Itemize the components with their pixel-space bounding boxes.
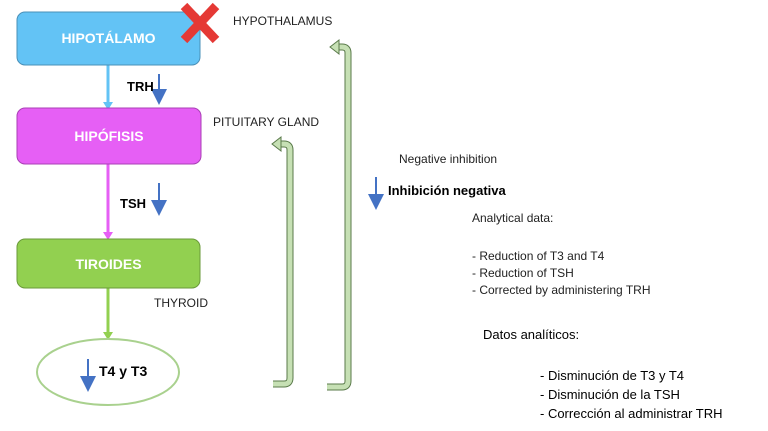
thyroid-label: TIROIDES bbox=[75, 256, 142, 272]
pituitary-box bbox=[16, 107, 202, 165]
pituitary-english: PITUITARY GLAND bbox=[213, 115, 320, 129]
list-item: - Reduction of TSH bbox=[472, 266, 574, 280]
hypothalamus-english: HYPOTHALAMUS bbox=[233, 14, 333, 28]
list-item: - Disminución de T3 y T4 bbox=[540, 368, 685, 383]
hormones-ellipse bbox=[36, 338, 180, 406]
list-item: - Reduction of T3 and T4 bbox=[472, 249, 605, 263]
cross-icon bbox=[180, 2, 220, 44]
list-item: - Disminución de la TSH bbox=[540, 387, 680, 402]
analytical-en-list: - Reduction of T3 and T4 - Reduction of … bbox=[472, 248, 651, 299]
thyroid-english: THYROID bbox=[154, 296, 208, 310]
analytical-en-title: Analytical data: bbox=[472, 211, 554, 225]
list-item: - Corrección al administrar TRH bbox=[540, 406, 723, 421]
hypothalamus-box bbox=[16, 11, 201, 66]
negative-inhibition-english: Negative inhibition bbox=[399, 152, 498, 166]
analytical-es-title: Datos analíticos: bbox=[483, 327, 580, 342]
negative-inhibition-spanish: Inhibición negativa bbox=[388, 183, 506, 198]
thyroid-box bbox=[16, 238, 201, 289]
analytical-es-list: - Disminución de T3 y T4 - Disminución d… bbox=[540, 366, 723, 423]
feedback-arrow-hypothalamus bbox=[327, 38, 352, 391]
pituitary-label: HIPÓFISIS bbox=[74, 128, 144, 144]
feedback-arrow-pituitary bbox=[271, 135, 294, 388]
hypothalamus-label: HIPOTÁLAMO bbox=[61, 30, 156, 46]
trh-label: TRH bbox=[127, 79, 154, 94]
list-item: - Corrected by administering TRH bbox=[472, 283, 651, 297]
hormones-label: T4 y T3 bbox=[99, 363, 148, 379]
tsh-label: TSH bbox=[120, 196, 146, 211]
